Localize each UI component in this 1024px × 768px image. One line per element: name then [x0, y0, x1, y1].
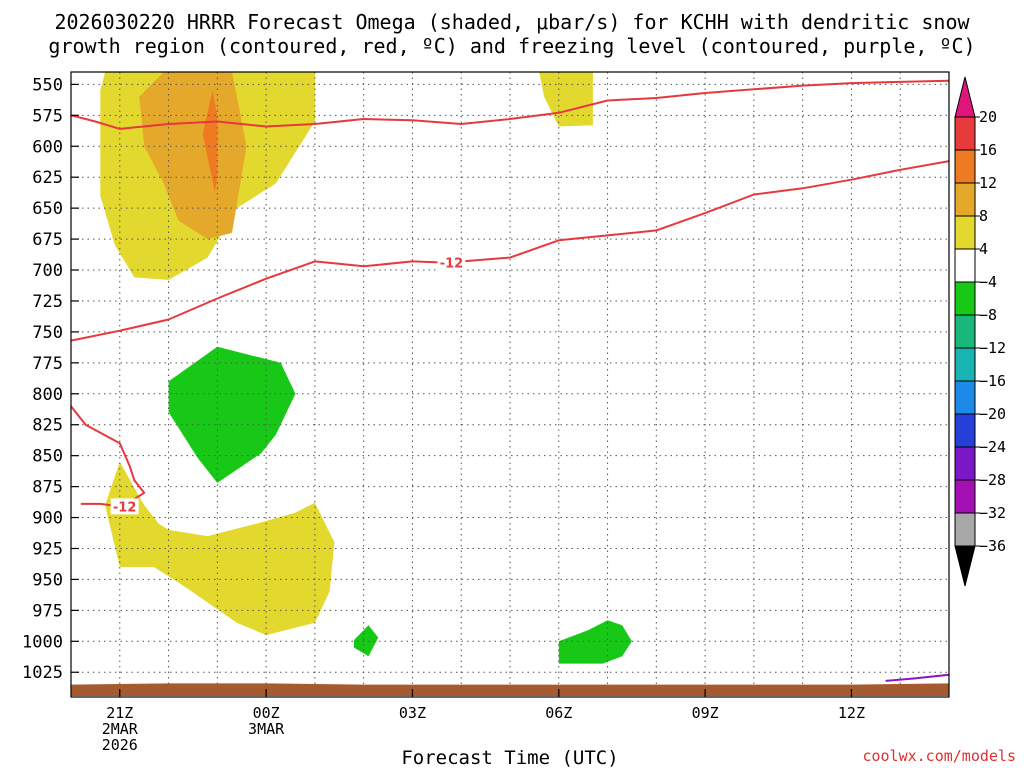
- chart-title-line-2: growth region (contoured, red, ºC) and f…: [48, 34, 975, 58]
- dotted-gridlines: [71, 72, 950, 697]
- omega-region-2: [202, 90, 218, 192]
- colorbar-swatch-12: [954, 512, 976, 547]
- red-contour-line-0: [70, 79, 950, 130]
- colorbar-label-0: 20: [979, 108, 997, 126]
- y-tick-label-775: 775: [32, 354, 63, 374]
- chart-title-line-1: 2026030220 HRRR Forecast Omega (shaded, …: [54, 10, 970, 34]
- contour-label-0: -12: [440, 257, 464, 272]
- y-tick-label-950: 950: [32, 570, 63, 590]
- y-tick-label-550: 550: [32, 75, 63, 95]
- y-tick-label-800: 800: [32, 385, 63, 405]
- colorbar-swatch-6: [954, 314, 976, 349]
- omega-region-1: [139, 72, 247, 240]
- colorbar-swatch-10: [954, 446, 976, 481]
- y-tick-label-675: 675: [32, 230, 63, 250]
- colorbar-label-5: −4: [979, 273, 997, 291]
- y-tick-label-825: 825: [32, 416, 63, 436]
- colorbar: 20 16 12 8 4 −4 −8 −12 −16 −20 −24 −28 −32 −36: [954, 76, 1006, 587]
- colorbar-label-8: −16: [979, 372, 1006, 390]
- y-tick-label-725: 725: [32, 292, 63, 312]
- y-tick-label-1000: 1000: [22, 632, 63, 652]
- colorbar-label-6: −8: [979, 306, 997, 324]
- y-tick-label-875: 875: [32, 478, 63, 498]
- colorbar-label-7: −12: [979, 339, 1006, 357]
- x-tick-label-30-0: 06Z: [545, 704, 572, 722]
- y-tick-label-850: 850: [32, 447, 63, 467]
- y-tick-label-925: 925: [32, 539, 63, 559]
- y-tick-label-650: 650: [32, 199, 63, 219]
- colorbar-swatch-0: [954, 116, 976, 151]
- colorbar-label-3: 8: [979, 207, 988, 225]
- plot-frame: [70, 71, 950, 698]
- x-tick-label-21-2: 2026: [102, 736, 138, 754]
- colorbar-label-2: 12: [979, 174, 997, 192]
- colorbar-swatch-4: [954, 248, 976, 283]
- omega-region-5: [168, 346, 296, 483]
- x-axis-title: Forecast Time (UTC): [401, 747, 618, 768]
- contour-label-1: -12: [113, 500, 137, 515]
- x-tick-label-21-1: 2MAR: [102, 720, 139, 738]
- colorbar-top-arrow: [954, 76, 976, 118]
- colorbar-label-11: −28: [979, 471, 1006, 489]
- colorbar-label-4: 4: [979, 240, 988, 258]
- ground-fill: [71, 683, 949, 696]
- colorbar-swatch-5: [954, 281, 976, 316]
- y-tick-label-975: 975: [32, 601, 63, 621]
- temperature-contours: -12 -12: [70, 79, 950, 682]
- colorbar-swatch-9: [954, 413, 976, 448]
- y-tick-label-625: 625: [32, 168, 63, 188]
- colorbar-swatch-8: [954, 380, 976, 415]
- x-tick-label-33-0: 09Z: [692, 704, 719, 722]
- x-tick-label-24-0: 00Z: [253, 704, 280, 722]
- red-contour-line-2: [70, 405, 146, 508]
- x-tick-label-27-0: 03Z: [399, 704, 426, 722]
- colorbar-label-12: −32: [979, 504, 1006, 522]
- y-tick-label-750: 750: [32, 323, 63, 343]
- colorbar-swatch-1: [954, 149, 976, 184]
- colorbar-swatch-3: [954, 215, 976, 250]
- omega-region-7: [558, 620, 632, 664]
- y-tick-label-575: 575: [32, 106, 63, 126]
- x-tick-label-24-1: 3MAR: [248, 720, 285, 738]
- colorbar-label-1: 16: [979, 141, 997, 159]
- colorbar-bottom-arrow: [954, 545, 976, 587]
- y-axis: 550 575 600 625 650 675 700 725 750 775 800 825 850 8…: [22, 75, 79, 683]
- y-tick-label-600: 600: [32, 137, 63, 157]
- colorbar-swatch-7: [954, 347, 976, 382]
- x-tick-label-21-0: 21Z: [106, 704, 133, 722]
- purple-contour-line-0: [885, 673, 950, 682]
- x-tick-label-36-0: 12Z: [838, 704, 865, 722]
- colorbar-label-10: −24: [979, 438, 1006, 456]
- colorbar-label-9: −20: [979, 405, 1006, 423]
- y-tick-label-1025: 1025: [22, 663, 63, 683]
- contour-label-bg-0: [437, 254, 466, 271]
- ground-terrain: [71, 683, 949, 696]
- colorbar-label-13: −36: [979, 537, 1006, 555]
- colorbar-swatch-2: [954, 182, 976, 217]
- y-tick-label-700: 700: [32, 261, 63, 281]
- credit-text: coolwx.com/models: [862, 747, 1016, 765]
- contour-label-bg-1: [110, 498, 139, 515]
- y-tick-label-900: 900: [32, 509, 63, 529]
- omega-region-6: [353, 625, 379, 657]
- red-contour-line-1: [70, 160, 950, 342]
- colorbar-swatch-11: [954, 479, 976, 514]
